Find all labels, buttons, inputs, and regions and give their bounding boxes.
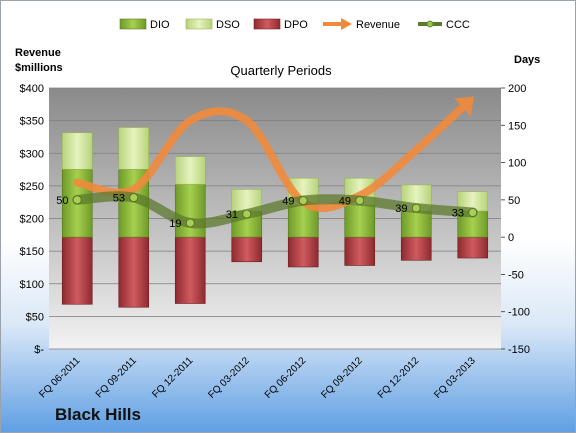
- dio-bar: [400, 210, 432, 238]
- category-label: FQ 09-2011: [94, 355, 139, 400]
- dso-bar: [118, 127, 150, 170]
- dpo-bar: [400, 236, 432, 261]
- category-label: FQ 12-2012: [376, 355, 422, 401]
- ccc-point: [355, 196, 365, 206]
- right-tick-label: -150: [508, 344, 530, 356]
- legend-revenue-swatch: [323, 18, 352, 30]
- legend-dpo-label: DPO: [284, 19, 308, 31]
- category-label: FQ 03-2013: [432, 355, 478, 401]
- left-tick-label: $100: [20, 279, 44, 291]
- ccc-point: [129, 193, 139, 203]
- dpo-bar: [118, 236, 150, 308]
- category-label: FQ 06-2012: [263, 355, 309, 401]
- dpo-bar: [457, 236, 489, 259]
- legend-revenue-label: Revenue: [356, 19, 400, 31]
- left-tick-label: $250: [20, 181, 44, 193]
- dio-bar: [344, 204, 376, 238]
- right-tick-label: -50: [508, 269, 524, 281]
- legend-dio-label: DIO: [150, 19, 170, 31]
- left-tick-label: $400: [20, 83, 44, 95]
- legend-ccc-swatch: [418, 20, 442, 28]
- legend-dso-label: DSO: [216, 19, 240, 31]
- legend-dpo-swatch: [253, 18, 281, 30]
- right-tick-label: 0: [508, 232, 514, 244]
- ccc-point: [185, 218, 195, 228]
- ccc-data-label: 19: [169, 218, 181, 230]
- legend-dso-swatch: [185, 18, 213, 30]
- right-tick-label: 150: [508, 120, 526, 132]
- chart-title: Quarterly Periods: [230, 63, 332, 78]
- ccc-point: [298, 196, 308, 206]
- left-axis-title-line2: $millions: [15, 62, 63, 74]
- category-labels: FQ 06-2011 FQ 09-2011 FQ 12-2011 FQ 03-2012…: [37, 355, 478, 401]
- revenue-line: [73, 103, 467, 212]
- dpo-bar: [231, 236, 263, 263]
- ccc-series: 50 53 19 31 49 49 39 33: [56, 191, 478, 230]
- dso-bar: [61, 132, 93, 170]
- ccc-data-label: 53: [113, 193, 125, 205]
- ccc-point: [72, 195, 82, 205]
- left-tick-label: $300: [20, 148, 44, 160]
- bars: [61, 127, 489, 308]
- right-tick-label: 200: [508, 83, 526, 95]
- dpo-bar: [174, 236, 206, 304]
- category-label: FQ 09-2012: [319, 355, 365, 401]
- right-axis-title: Days: [514, 54, 540, 66]
- ccc-data-label: 50: [56, 195, 68, 207]
- dpo-bar: [61, 236, 93, 305]
- right-tick-label: -100: [508, 307, 530, 319]
- company-name: Black Hills: [55, 405, 141, 424]
- ccc-data-label: 33: [452, 208, 464, 220]
- left-tick-label: $200: [20, 214, 44, 226]
- dpo-bar: [287, 236, 319, 268]
- legend-ccc-label: CCC: [446, 19, 470, 31]
- ccc-point: [242, 209, 252, 219]
- right-axis-ticks: -150 -100 -50 0 50 100 150 200: [501, 83, 530, 356]
- ccc-data-label: 49: [339, 196, 351, 208]
- right-tick-label: 100: [508, 158, 526, 170]
- ccc-line: [72, 191, 478, 229]
- left-axis-ticks: $- $50 $100 $150 $200 $250 $300 $350 $400: [20, 83, 45, 356]
- legend: DIO DSO DPO Revenue CCC: [119, 18, 470, 31]
- ccc-data-label: 49: [282, 196, 294, 208]
- left-axis-title-line1: Revenue: [15, 47, 61, 59]
- ccc-data-label: 39: [395, 203, 407, 215]
- dso-bar: [174, 156, 206, 185]
- category-label: FQ 06-2011: [37, 355, 82, 400]
- legend-dio-swatch: [119, 18, 147, 30]
- left-tick-label: $50: [26, 311, 44, 323]
- revenue-series: [73, 96, 475, 212]
- revenue-arrowhead: [454, 96, 475, 117]
- ccc-point: [411, 203, 421, 213]
- ccc-point: [468, 208, 478, 217]
- right-tick-label: 50: [508, 195, 520, 207]
- left-tick-label: $350: [20, 116, 44, 128]
- category-label: FQ 03-2012: [206, 355, 252, 401]
- category-label: FQ 12-2011: [150, 355, 195, 400]
- dpo-bar: [344, 236, 376, 266]
- ccc-data-label: 31: [226, 209, 238, 221]
- left-tick-label: $-: [34, 344, 44, 356]
- left-tick-label: $150: [20, 246, 44, 258]
